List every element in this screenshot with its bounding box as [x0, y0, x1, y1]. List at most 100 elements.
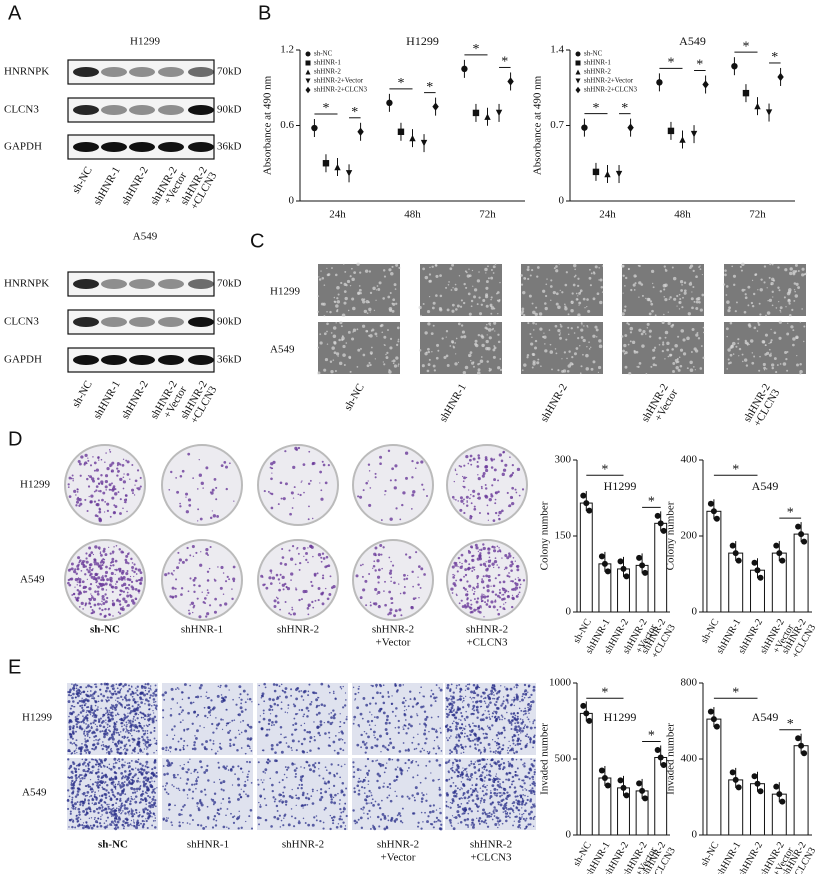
cell [71, 743, 74, 745]
cell [507, 702, 509, 704]
colony [122, 458, 125, 460]
colony [361, 575, 364, 578]
colony [101, 498, 104, 502]
blot-band [101, 355, 127, 365]
cell [87, 767, 91, 771]
cell [117, 690, 120, 694]
cell [212, 818, 215, 821]
cell [203, 726, 205, 729]
cell [249, 808, 253, 812]
colony [112, 552, 114, 555]
cell [206, 805, 209, 808]
cell [147, 771, 150, 773]
cell [121, 763, 124, 767]
cell [445, 737, 448, 739]
colony [485, 574, 489, 578]
cell [388, 370, 392, 374]
colony [312, 606, 315, 609]
cell [332, 784, 336, 788]
colony [402, 491, 406, 495]
cell [633, 350, 637, 354]
colony [374, 472, 377, 475]
cell [466, 687, 470, 691]
cell [557, 369, 560, 372]
cell [527, 736, 530, 739]
cell [365, 746, 369, 750]
cell [84, 773, 87, 775]
cell [430, 716, 433, 719]
colony [102, 602, 106, 605]
colony [422, 488, 425, 491]
cell [151, 717, 155, 721]
colony [418, 596, 420, 599]
cell [755, 273, 758, 276]
cell [527, 277, 530, 281]
cell [268, 718, 272, 722]
cell [421, 747, 424, 750]
colony [108, 583, 112, 587]
colony [86, 509, 89, 513]
cell [495, 292, 498, 295]
colony [473, 568, 476, 571]
cell [120, 688, 123, 690]
cell [374, 744, 377, 747]
cell [682, 296, 684, 299]
cell [548, 329, 551, 331]
colony [101, 595, 105, 599]
cell [488, 726, 491, 729]
cell [455, 734, 458, 736]
cell [266, 728, 269, 731]
cell [146, 746, 149, 749]
cell [339, 825, 343, 828]
cell [292, 825, 296, 828]
cell [152, 819, 155, 822]
cell [118, 811, 120, 814]
cell [377, 288, 381, 291]
cell [491, 715, 494, 718]
cell [627, 323, 630, 326]
row-label: A549 [270, 344, 295, 356]
cell [102, 809, 105, 812]
colony [106, 502, 110, 506]
cell [71, 779, 74, 783]
cell [397, 363, 400, 365]
cell [477, 368, 481, 372]
colony [270, 506, 274, 510]
blot-band [101, 67, 127, 77]
cell [683, 291, 687, 295]
cell [99, 824, 103, 828]
cell [77, 807, 81, 811]
cell [501, 747, 505, 751]
cell [573, 352, 577, 356]
cell [123, 781, 126, 783]
cell [142, 716, 145, 719]
cell [521, 695, 524, 698]
cell [280, 701, 283, 704]
cell [302, 699, 305, 701]
cell [565, 338, 568, 341]
cell [476, 303, 479, 306]
cell [104, 689, 108, 693]
colony [483, 593, 485, 596]
cell [75, 747, 78, 749]
cell [445, 336, 447, 338]
colony [477, 454, 480, 457]
cell [276, 698, 278, 701]
colony [487, 578, 491, 582]
colony [74, 577, 79, 582]
cell [152, 694, 154, 697]
cell [119, 799, 122, 802]
colony [324, 481, 328, 485]
cell [85, 765, 87, 767]
colony [477, 584, 479, 587]
cell [522, 727, 525, 730]
cell [497, 690, 501, 694]
colony [126, 594, 130, 598]
cell [466, 735, 469, 738]
cell [106, 784, 109, 787]
colony [390, 597, 394, 601]
colony [75, 500, 80, 504]
cell [318, 774, 321, 777]
cell [162, 716, 165, 719]
colony [319, 470, 323, 474]
